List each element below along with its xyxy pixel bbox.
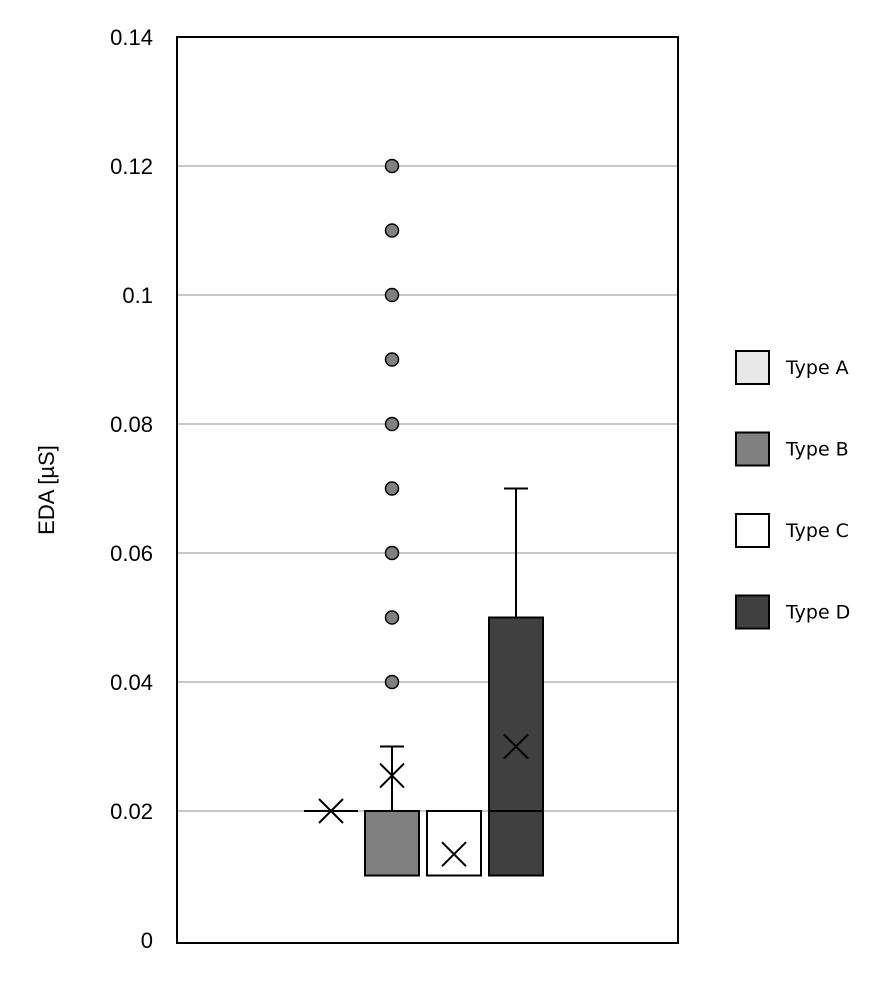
box-type-a <box>304 798 358 824</box>
legend-entry: Type D <box>735 594 850 630</box>
mean-marker <box>503 733 529 760</box>
y-tick-label: 0.14 <box>110 25 153 50</box>
outlier-point <box>384 352 400 367</box>
outlier-point <box>384 158 400 174</box>
box-type-d <box>488 487 544 877</box>
gridlines <box>177 165 678 812</box>
box-plots <box>304 158 544 877</box>
legend-label: Type A <box>785 357 849 379</box>
outlier-point <box>384 416 400 432</box>
y-axis: 0 0.02 0.04 0.06 0.08 0.1 0.12 0.14 <box>110 25 153 953</box>
y-tick-label: 0.12 <box>110 154 153 179</box>
outlier-point <box>384 287 400 303</box>
y-tick-label: 0.02 <box>110 799 153 824</box>
legend: Type A Type B Type C Type D <box>735 350 850 630</box>
legend-entry: Type B <box>735 431 849 467</box>
y-tick-label: 0.1 <box>122 283 153 308</box>
mean-marker <box>318 798 344 824</box>
box-type-c <box>426 810 482 877</box>
y-tick-label: 0.06 <box>110 541 153 566</box>
y-tick-label: 0.04 <box>110 670 153 695</box>
legend-swatch <box>735 513 770 548</box>
plot-area <box>176 36 679 944</box>
box-body <box>426 810 482 877</box>
outlier-point <box>384 545 400 561</box>
outlier-point <box>384 481 400 496</box>
box-body <box>364 810 420 877</box>
legend-entry: Type C <box>735 513 849 548</box>
mean-marker <box>379 762 405 789</box>
y-axis-label: EDA [µS] <box>34 445 59 535</box>
legend-swatch <box>735 431 770 467</box>
legend-label: Type B <box>785 439 849 461</box>
legend-entry: Type A <box>735 350 849 385</box>
legend-label: Type D <box>785 602 850 624</box>
outlier-point <box>384 223 400 238</box>
legend-swatch <box>735 350 770 385</box>
outlier-point <box>384 610 400 625</box>
outlier-point <box>384 674 400 690</box>
legend-swatch <box>735 594 770 630</box>
y-tick-label: 0 <box>141 928 153 953</box>
mean-marker <box>441 841 467 867</box>
legend-label: Type C <box>785 520 849 542</box>
box-type-b <box>364 158 420 877</box>
y-tick-label: 0.08 <box>110 412 153 437</box>
